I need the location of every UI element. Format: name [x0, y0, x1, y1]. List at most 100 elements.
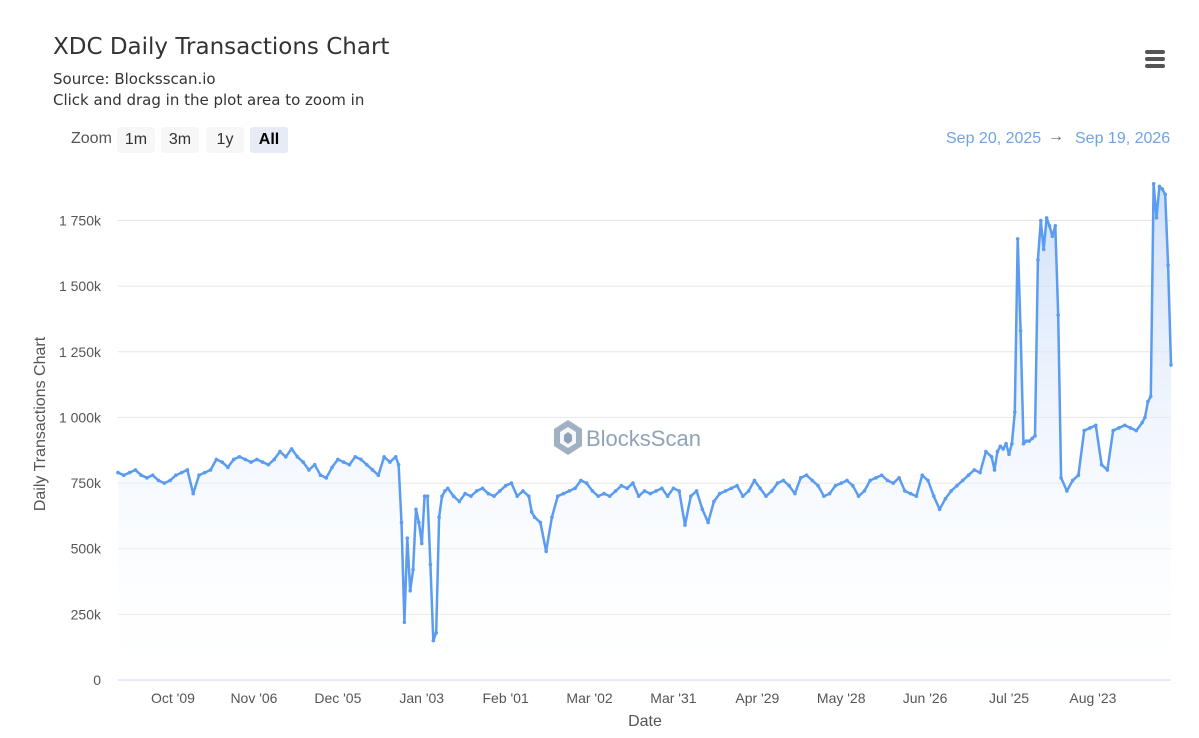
- data-point[interactable]: [370, 468, 375, 472]
- data-point[interactable]: [492, 494, 496, 499]
- data-point[interactable]: [529, 510, 534, 514]
- data-point[interactable]: [388, 460, 392, 464]
- data-point[interactable]: [798, 476, 803, 480]
- data-point[interactable]: [396, 462, 401, 467]
- data-point[interactable]: [671, 486, 676, 491]
- data-point[interactable]: [202, 470, 207, 475]
- data-point[interactable]: [127, 470, 132, 475]
- data-point[interactable]: [555, 494, 560, 499]
- data-point[interactable]: [602, 491, 606, 496]
- data-point[interactable]: [972, 468, 977, 472]
- data-point[interactable]: [619, 483, 624, 488]
- data-point[interactable]: [920, 473, 925, 478]
- data-point[interactable]: [891, 481, 896, 485]
- data-point[interactable]: [1010, 441, 1014, 446]
- data-point[interactable]: [1148, 394, 1153, 399]
- data-point[interactable]: [463, 491, 467, 496]
- data-point[interactable]: [133, 468, 138, 472]
- data-point[interactable]: [428, 562, 433, 567]
- data-point[interactable]: [804, 473, 809, 478]
- data-point[interactable]: [879, 473, 884, 478]
- data-point[interactable]: [283, 455, 288, 459]
- data-point[interactable]: [255, 457, 259, 462]
- data-point[interactable]: [220, 460, 224, 464]
- data-point[interactable]: [1036, 258, 1040, 262]
- data-point[interactable]: [636, 494, 641, 499]
- data-point[interactable]: [856, 494, 861, 499]
- data-point[interactable]: [347, 462, 352, 467]
- data-point[interactable]: [1007, 452, 1011, 456]
- data-point[interactable]: [526, 494, 531, 499]
- data-point[interactable]: [509, 481, 514, 485]
- data-point[interactable]: [480, 486, 485, 491]
- data-point[interactable]: [1004, 441, 1008, 446]
- data-point[interactable]: [625, 486, 629, 491]
- data-point[interactable]: [1151, 181, 1156, 186]
- data-point[interactable]: [405, 536, 410, 541]
- data-point[interactable]: [1134, 428, 1139, 433]
- data-point[interactable]: [431, 638, 436, 643]
- data-point[interactable]: [1027, 439, 1032, 443]
- hamburger-menu-icon[interactable]: [1140, 46, 1170, 72]
- data-point[interactable]: [992, 468, 997, 472]
- data-point[interactable]: [683, 523, 687, 527]
- data-point[interactable]: [914, 494, 919, 499]
- data-point[interactable]: [1088, 426, 1092, 430]
- data-point[interactable]: [874, 476, 878, 480]
- data-point[interactable]: [1093, 423, 1098, 428]
- data-point[interactable]: [758, 486, 763, 491]
- data-point[interactable]: [1166, 263, 1170, 267]
- data-point[interactable]: [116, 470, 120, 475]
- data-point[interactable]: [746, 489, 751, 493]
- data-point[interactable]: [318, 473, 323, 478]
- data-point[interactable]: [741, 494, 745, 499]
- data-point[interactable]: [960, 478, 965, 483]
- data-point[interactable]: [816, 483, 820, 488]
- data-point[interactable]: [607, 494, 612, 499]
- data-point[interactable]: [596, 494, 601, 499]
- data-point[interactable]: [839, 481, 844, 485]
- data-point[interactable]: [1105, 468, 1110, 472]
- data-point[interactable]: [150, 473, 155, 478]
- data-point[interactable]: [411, 567, 415, 572]
- data-point[interactable]: [451, 494, 456, 499]
- data-point[interactable]: [1047, 223, 1052, 228]
- data-point[interactable]: [179, 470, 184, 475]
- data-point[interactable]: [324, 476, 329, 480]
- data-point[interactable]: [885, 478, 890, 483]
- data-point[interactable]: [243, 457, 248, 462]
- data-point[interactable]: [1012, 410, 1017, 414]
- data-point[interactable]: [419, 541, 424, 546]
- data-point[interactable]: [168, 478, 172, 483]
- data-point[interactable]: [752, 478, 757, 483]
- data-point[interactable]: [631, 481, 635, 485]
- data-point[interactable]: [665, 494, 670, 499]
- data-point[interactable]: [989, 455, 994, 459]
- range-to-input[interactable]: Sep 19, 2026: [1075, 130, 1171, 147]
- data-point[interactable]: [1033, 434, 1037, 438]
- data-point[interactable]: [1076, 473, 1081, 478]
- data-point[interactable]: [822, 494, 826, 499]
- data-point[interactable]: [544, 549, 548, 554]
- data-point[interactable]: [1021, 441, 1026, 446]
- data-point[interactable]: [359, 457, 363, 462]
- data-point[interactable]: [660, 486, 664, 491]
- data-point[interactable]: [1030, 436, 1034, 441]
- data-point[interactable]: [341, 460, 346, 464]
- data-point[interactable]: [998, 444, 1003, 449]
- data-point[interactable]: [1122, 423, 1127, 428]
- data-point[interactable]: [162, 481, 167, 485]
- data-point[interactable]: [561, 491, 566, 496]
- data-point[interactable]: [437, 515, 441, 520]
- zoom-all-button[interactable]: All: [250, 127, 288, 153]
- data-point[interactable]: [307, 468, 311, 472]
- zoom-1y-button[interactable]: 1y: [206, 127, 244, 153]
- data-point[interactable]: [579, 478, 583, 483]
- data-point[interactable]: [700, 507, 705, 512]
- data-point[interactable]: [677, 489, 682, 493]
- data-point[interactable]: [417, 520, 421, 525]
- data-point[interactable]: [723, 489, 728, 493]
- data-point[interactable]: [1056, 313, 1060, 317]
- data-point[interactable]: [648, 491, 653, 496]
